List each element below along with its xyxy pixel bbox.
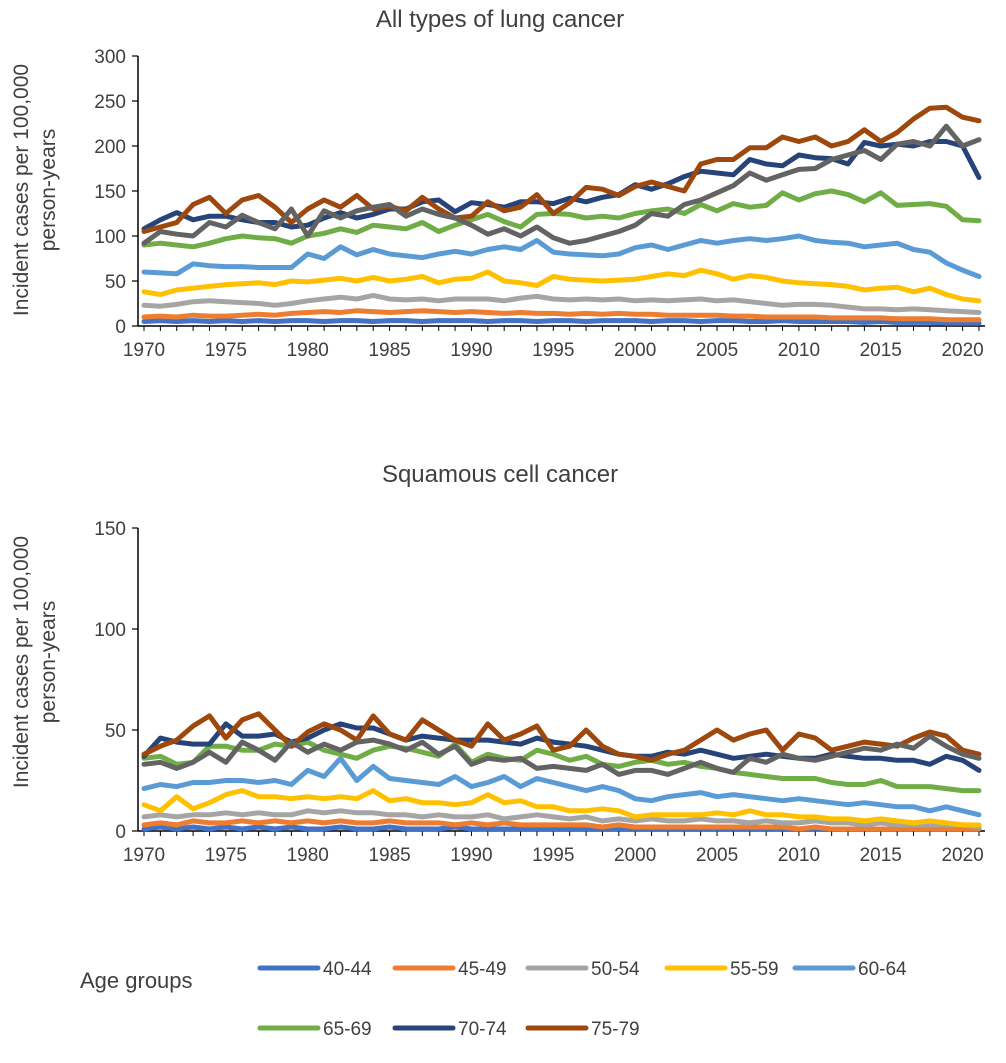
x-tick-label: 1980 bbox=[287, 340, 329, 361]
axes: 0 50 100 150 200 250 300 1970 1975 1980 1985 1990 19… bbox=[94, 47, 985, 361]
x-tick-label: 2005 bbox=[696, 845, 738, 866]
series-line-80-84 bbox=[141, 733, 982, 777]
y-axis-label-line2: person-years bbox=[37, 129, 60, 252]
x-tick-label: 1975 bbox=[205, 340, 247, 361]
y-tick-label: 100 bbox=[94, 227, 126, 248]
legend-title: Age groups bbox=[80, 968, 193, 993]
series-line-80-84 bbox=[141, 123, 982, 246]
legend-label: 65-69 bbox=[323, 1019, 372, 1040]
x-tick-label: 2005 bbox=[696, 340, 738, 361]
series-layer bbox=[141, 104, 982, 326]
series-line-50-54 bbox=[141, 808, 982, 830]
x-tick-label: 2010 bbox=[778, 340, 820, 361]
y-axis-label-line1: Incident cases per 100,000 bbox=[10, 64, 33, 316]
series-line-65-69 bbox=[141, 739, 982, 794]
y-tick-label: 150 bbox=[94, 182, 126, 203]
series-line-65-69 bbox=[141, 188, 982, 250]
y-axis-label-line1: Incident cases per 100,000 bbox=[10, 536, 33, 788]
legend-item-65-69: 65-69 bbox=[257, 1019, 372, 1040]
series-line-60-64 bbox=[141, 233, 982, 279]
y-tick-label: 200 bbox=[94, 137, 126, 158]
x-tick-label: 1985 bbox=[368, 845, 410, 866]
y-tick-label: 250 bbox=[94, 92, 126, 113]
series-line-75-79 bbox=[141, 104, 982, 234]
y-tick-label: 150 bbox=[94, 519, 126, 540]
x-tick-label: 1995 bbox=[532, 340, 574, 361]
x-tick-label: 1990 bbox=[450, 340, 492, 361]
x-tick-label: 2000 bbox=[614, 340, 656, 361]
legend-label: 70-74 bbox=[458, 1019, 507, 1040]
legend-item-70-74: 70-74 bbox=[392, 1019, 507, 1040]
y-tick-label: 50 bbox=[105, 721, 126, 742]
y-tick-label: 0 bbox=[115, 822, 126, 843]
y-tick-label: 100 bbox=[94, 620, 126, 641]
x-tick-label: 2010 bbox=[778, 845, 820, 866]
legend-item-50-54: 50-54 bbox=[525, 959, 640, 980]
x-tick-label: 1990 bbox=[450, 845, 492, 866]
series-line-50-54 bbox=[141, 292, 982, 315]
x-tick-label: 1975 bbox=[205, 845, 247, 866]
x-tick-label: 1970 bbox=[123, 845, 165, 866]
series-line-70-74 bbox=[141, 139, 982, 232]
y-axis-label-line2: person-years bbox=[37, 601, 60, 724]
chart-squamous: Squamous cell cancer Incident cases per … bbox=[10, 461, 985, 866]
x-tick-label: 2015 bbox=[860, 845, 902, 866]
legend-item-75-79: 75-79 bbox=[525, 1019, 640, 1040]
series-line-45-49 bbox=[141, 818, 982, 832]
chart-title: Squamous cell cancer bbox=[382, 461, 618, 488]
legend: Age groups 40-44 45-49 50-54 55-59 60-64 65-6… bbox=[80, 959, 907, 1040]
legend-items: 40-44 45-49 50-54 55-59 60-64 65-69 70-74 75-79 bbox=[257, 959, 907, 1040]
y-tick-label: 50 bbox=[105, 272, 126, 293]
x-tick-label: 2020 bbox=[941, 340, 983, 361]
x-tick-label: 1985 bbox=[368, 340, 410, 361]
legend-item-60-64: 60-64 bbox=[792, 959, 907, 980]
series-line-55-59 bbox=[141, 788, 982, 828]
series-line-45-49 bbox=[141, 308, 982, 323]
x-tick-label: 1980 bbox=[287, 845, 329, 866]
series-line-55-59 bbox=[141, 267, 982, 304]
legend-item-45-49: 45-49 bbox=[392, 959, 507, 980]
x-tick-label: 1970 bbox=[123, 340, 165, 361]
x-tick-label: 1995 bbox=[532, 845, 574, 866]
legend-label: 75-79 bbox=[591, 1019, 640, 1040]
x-tick-label: 2000 bbox=[614, 845, 656, 866]
series-line-40-44 bbox=[141, 318, 982, 326]
chart-all-types: All types of lung cancer Incident cases … bbox=[10, 6, 985, 361]
legend-label: 50-54 bbox=[591, 959, 640, 980]
y-tick-label: 300 bbox=[94, 47, 126, 68]
legend-label: 45-49 bbox=[458, 959, 507, 980]
chart-title: All types of lung cancer bbox=[376, 6, 624, 33]
series-layer bbox=[141, 711, 982, 832]
legend-item-55-59: 55-59 bbox=[664, 959, 779, 980]
series-line-75-79 bbox=[141, 711, 982, 763]
x-tick-label: 2015 bbox=[860, 340, 902, 361]
legend-label: 60-64 bbox=[858, 959, 907, 980]
legend-item-40-44: 40-44 bbox=[257, 959, 372, 980]
legend-label: 40-44 bbox=[323, 959, 372, 980]
series-line-60-64 bbox=[141, 755, 982, 818]
y-tick-label: 0 bbox=[115, 317, 126, 338]
x-tick-label: 2020 bbox=[941, 845, 983, 866]
legend-label: 55-59 bbox=[730, 959, 779, 980]
